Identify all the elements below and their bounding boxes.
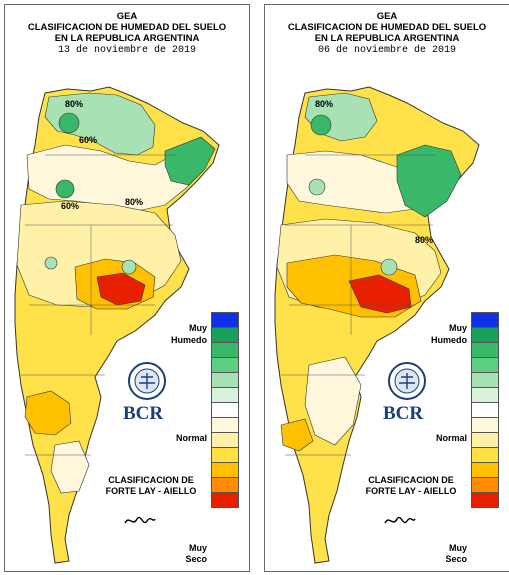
legend-scale (211, 312, 239, 508)
legend-swatch (471, 402, 499, 418)
legend-swatch (471, 342, 499, 358)
moist-pocket-3 (121, 259, 137, 275)
zone-south-pale (304, 356, 362, 446)
legend-swatch (471, 327, 499, 343)
map-title-line2: EN LA REPUBLICA ARGENTINA (314, 33, 460, 44)
map-date: 06 de noviembre de 2019 (317, 45, 457, 56)
legend-swatch (211, 432, 239, 448)
legend-swatch (211, 312, 239, 328)
legend-swatch (471, 432, 499, 448)
credit-line1: CLASIFICACION DE (108, 475, 194, 485)
contour-label: 80% (415, 235, 433, 245)
zone-center-red (96, 272, 146, 306)
map-title-line1: CLASIFICACION DE HUMEDAD DEL SUELO (287, 22, 487, 33)
map-panel-left: 80% 60% 80% 60% GEA CLASIFICACION DE HUM… (4, 4, 250, 572)
legend-swatch (211, 357, 239, 373)
legend-swatch (211, 417, 239, 433)
moist-pocket-2 (308, 178, 326, 196)
contour-label: 80% (65, 99, 83, 109)
zone-south-orange (24, 390, 72, 436)
moist-pocket-2 (55, 179, 75, 199)
province-borders (21, 154, 175, 456)
legend-swatch (471, 387, 499, 403)
legend-top-label-1: Muy (189, 323, 207, 333)
legend-swatch (211, 342, 239, 358)
legend-bottom-label-1: Muy (189, 543, 207, 553)
org-label: GEA (376, 11, 398, 22)
bcr-logo-text: BCR (383, 403, 424, 424)
legend-swatch (471, 357, 499, 373)
legend-swatch (211, 492, 239, 508)
zone-northeast-green (164, 136, 216, 186)
argentina-map-left: 80% 60% 80% 60% (14, 86, 220, 564)
zone-center-red (348, 274, 412, 314)
map-title-line2: EN LA REPUBLICA ARGENTINA (54, 33, 200, 44)
legend-bottom-label-2: Seco (185, 554, 207, 564)
map-title-line1: CLASIFICACION DE HUMEDAD DEL SUELO (27, 22, 227, 33)
bcr-logo-text: BCR (123, 403, 164, 424)
credit-line2: FORTE LAY - AIELLO (365, 486, 457, 496)
moist-pocket-3 (380, 258, 398, 276)
legend-swatch (471, 462, 499, 478)
map-date: 13 de noviembre de 2019 (57, 45, 197, 56)
legend-swatch (471, 477, 499, 493)
signature-icon (384, 516, 416, 524)
province-borders (281, 154, 435, 456)
legend-swatch (211, 387, 239, 403)
credit-line2: FORTE LAY - AIELLO (105, 486, 197, 496)
legend-bottom-label-2: Seco (445, 554, 467, 564)
legend-swatch (471, 417, 499, 433)
zone-south-pale (50, 440, 90, 494)
legend-bottom-label-1: Muy (449, 543, 467, 553)
zone-south-orange (280, 418, 314, 452)
map-panel-right: 80% 80% GEA CLASIFICACION DE HUMEDAD DEL… (264, 4, 509, 572)
legend-swatch (211, 327, 239, 343)
legend-swatch (211, 462, 239, 478)
legend-top-label-1: Muy (449, 323, 467, 333)
contour-label: 80% (315, 99, 333, 109)
legend-swatch (211, 477, 239, 493)
legend-swatch (471, 492, 499, 508)
legend-top-label-2: Humedo (171, 335, 207, 345)
legend-swatch (471, 372, 499, 388)
contour-label: 60% (79, 135, 97, 145)
moist-pocket-4 (44, 256, 58, 270)
argentina-map-right: 80% 80% (274, 86, 480, 564)
legend-top-label-2: Humedo (431, 335, 467, 345)
bcr-seal-icon (128, 362, 166, 400)
legend-swatch (211, 372, 239, 388)
bcr-seal-icon (388, 362, 426, 400)
org-label: GEA (116, 11, 138, 22)
signature-icon (124, 516, 156, 524)
legend-swatch (471, 447, 499, 463)
legend-swatch (211, 402, 239, 418)
legend-scale (471, 312, 499, 508)
legend-swatch (211, 447, 239, 463)
legend-mid-label: Normal (435, 433, 467, 443)
legend-mid-label: Normal (175, 433, 207, 443)
legend-swatch (471, 312, 499, 328)
moist-pocket-1 (310, 114, 332, 136)
credit-line1: CLASIFICACION DE (368, 475, 454, 485)
contour-label: 80% (125, 197, 143, 207)
moist-pocket-1 (58, 112, 80, 134)
contour-label: 60% (61, 201, 79, 211)
zone-northeast-green (396, 144, 462, 218)
